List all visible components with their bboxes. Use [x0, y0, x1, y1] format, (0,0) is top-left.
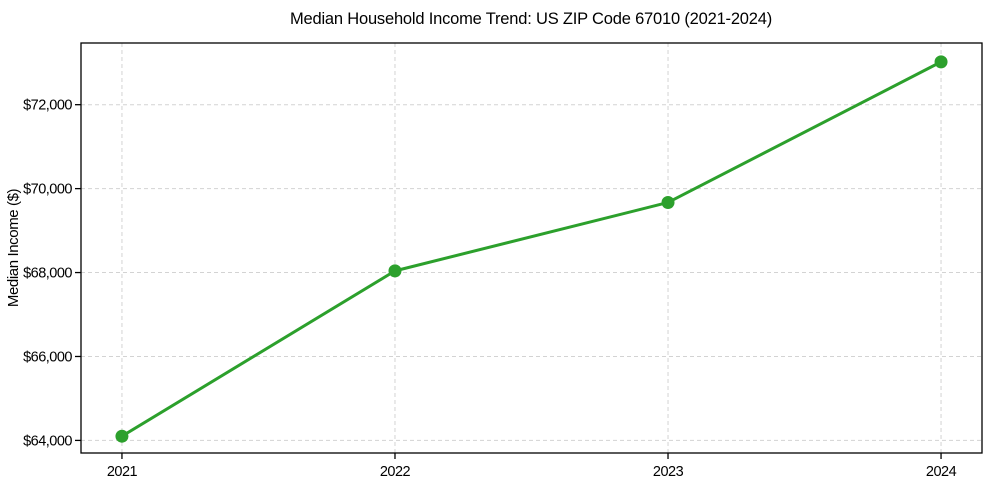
plot-border — [80, 42, 983, 454]
trend-line — [120, 60, 943, 438]
y-tick-label: $68,000 — [23, 266, 72, 282]
x-tick-label: 2024 — [926, 464, 957, 480]
y-tick-label: $66,000 — [23, 349, 72, 365]
y-tick-label: $70,000 — [23, 182, 72, 198]
data-point-marker — [388, 264, 402, 278]
plot-area: $64,000 $66,000 $68,000 $70,000 $72,000 2021 2… — [23, 42, 983, 480]
data-point-marker — [934, 55, 948, 69]
y-tick-label: $72,000 — [23, 98, 72, 114]
y-axis-label: Median Income ($) — [5, 188, 22, 307]
y-tick-label: $64,000 — [23, 433, 72, 449]
x-tick-label: 2023 — [653, 464, 684, 480]
data-point-marker — [115, 429, 129, 443]
chart-title: Median Household Income Trend: US ZIP Co… — [290, 10, 772, 28]
data-point-marker — [661, 195, 675, 209]
x-tick-label: 2021 — [107, 464, 138, 480]
x-tick-label: 2022 — [380, 464, 411, 480]
